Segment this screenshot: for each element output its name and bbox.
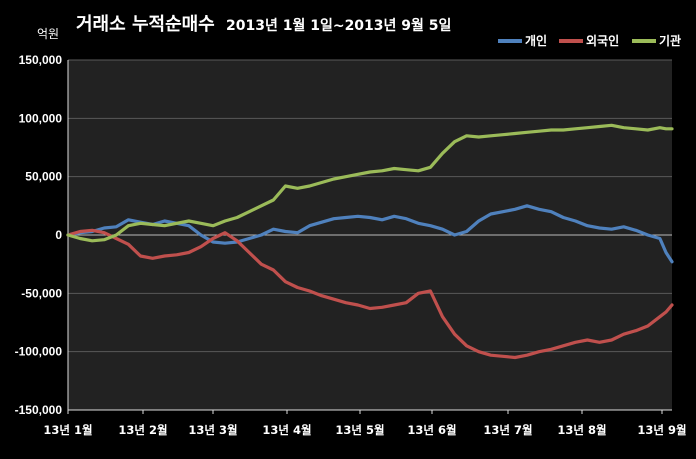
y-tick-label: -100,000	[15, 345, 63, 359]
series-lines	[66, 123, 674, 360]
x-tick-label: 13년 3월	[188, 423, 237, 437]
y-tick-label: -150,000	[15, 403, 63, 417]
x-tick-label: 13년 1월	[43, 423, 92, 437]
x-tick-label: 13년 5월	[335, 423, 384, 437]
y-tick-label: 100,000	[19, 111, 63, 125]
y-tick-label: -50,000	[21, 286, 62, 300]
x-tick-label: 13년 8월	[557, 423, 606, 437]
chart-subtitle: 2013년 1월 1일~2013년 9월 5일	[226, 17, 451, 34]
y-tick-labels: 150,000 100,000 50,000 0 -50,000 -100,000 -150…	[15, 53, 63, 417]
x-tick-label: 13년 9월	[637, 423, 686, 437]
legend-label-2: 기관	[659, 33, 681, 48]
y-axis-unit: 억원	[37, 27, 59, 41]
y-tick-label: 0	[55, 228, 62, 242]
x-tick-label: 13년 4월	[262, 423, 311, 437]
legend: 개인 외국인 기관	[498, 33, 681, 48]
y-tick-label: 50,000	[25, 170, 62, 184]
series-line-0	[66, 204, 674, 264]
x-tick-label: 13년 7월	[483, 423, 532, 437]
x-tick-labels: 13년 1월 13년 2월 13년 3월 13년 4월 13년 5월 13년 6월 13년 …	[43, 410, 687, 437]
y-tick-label: 150,000	[19, 53, 63, 67]
x-tick-label: 13년 2월	[118, 423, 167, 437]
x-tick-label: 13년 6월	[407, 423, 456, 437]
series-line-1	[66, 228, 674, 360]
series-line-2	[66, 123, 674, 243]
legend-label-1: 외국인	[586, 33, 619, 48]
legend-label-0: 개인	[525, 33, 547, 48]
chart-title: 거래소 누적순매수	[76, 14, 215, 35]
